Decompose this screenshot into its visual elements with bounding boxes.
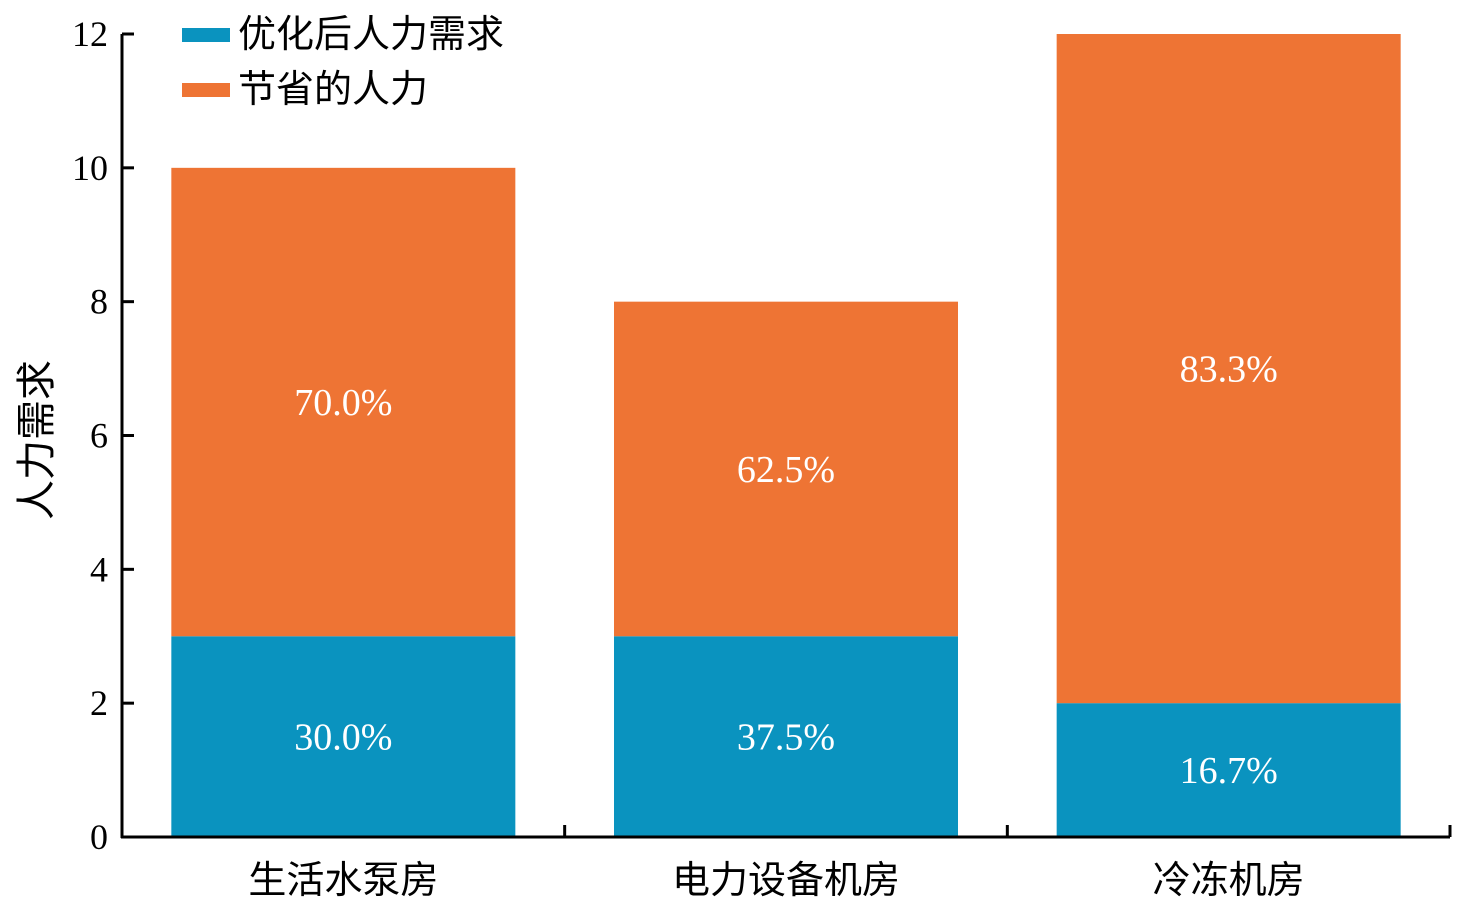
legend-swatch-1 xyxy=(182,28,230,42)
y-tick-label-6: 6 xyxy=(90,416,108,456)
y-axis-label: 人力需求 xyxy=(14,360,60,520)
x-tick-label-3: 冷冻机房 xyxy=(1153,858,1305,902)
y-tick-label-4: 4 xyxy=(90,549,108,589)
y-tick-label-2: 2 xyxy=(90,683,108,723)
data-label-optimized-1: 30.0% xyxy=(294,717,392,759)
bar-segment-saved-2 xyxy=(614,301,958,637)
x-tick-label-2: 电力设备机房 xyxy=(672,858,900,902)
data-label-saved-3: 83.3% xyxy=(1180,349,1278,391)
data-labels-layer: 30.0% 70.0% 37.5% 62.5% 16.7% 83.3% xyxy=(294,349,1277,792)
data-label-optimized-2: 37.5% xyxy=(737,717,835,759)
data-label-saved-1: 70.0% xyxy=(294,382,392,424)
axes-layer: 生活水泵房 电力设备机房 冷冻机房 0 2 4 6 8 10 12 xyxy=(72,14,1452,902)
bar-segment-saved-3 xyxy=(1056,34,1401,704)
legend-label-1: 优化后人力需求 xyxy=(238,12,504,56)
x-tick-label-1: 生活水泵房 xyxy=(248,858,438,902)
bar-segment-optimized-3 xyxy=(1056,703,1401,837)
legend-swatch-2 xyxy=(182,83,230,97)
bar-segment-saved-1 xyxy=(171,167,516,637)
bar-segment-optimized-2 xyxy=(614,636,958,837)
bars-layer xyxy=(171,34,1401,837)
bar-segment-optimized-1 xyxy=(171,636,516,837)
data-label-optimized-3: 16.7% xyxy=(1180,750,1278,792)
y-tick-label-12: 12 xyxy=(72,14,108,54)
y-tick-label-8: 8 xyxy=(90,282,108,322)
legend-label-2: 节省的人力 xyxy=(238,67,428,111)
y-tick-label-0: 0 xyxy=(90,817,108,857)
data-label-saved-2: 62.5% xyxy=(737,449,835,491)
y-tick-label-10: 10 xyxy=(72,148,108,188)
